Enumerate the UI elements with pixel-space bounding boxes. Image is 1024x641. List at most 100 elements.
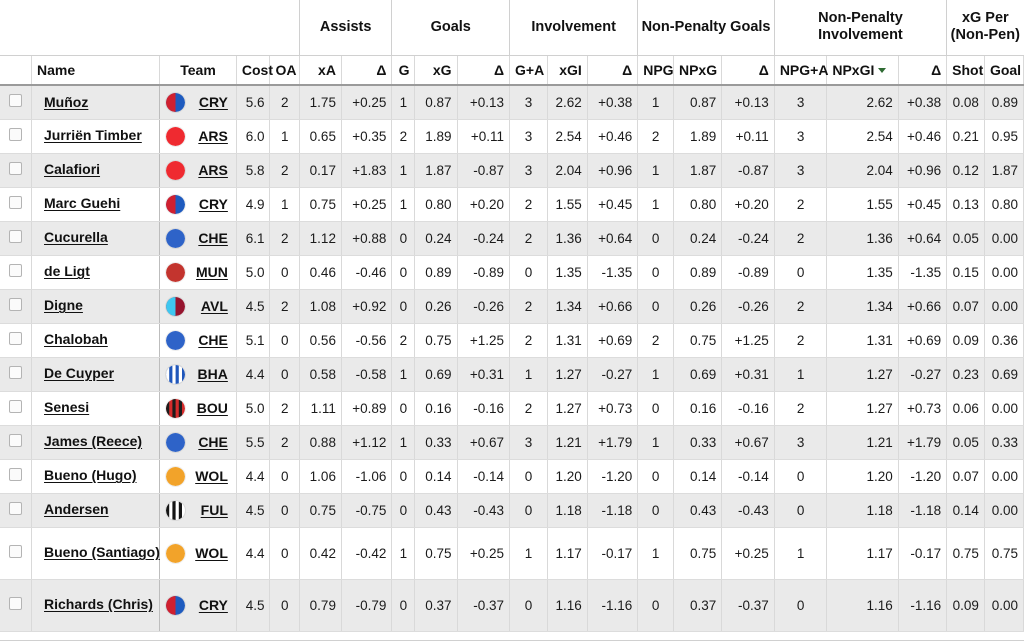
player-name-link[interactable]: Calafiori <box>44 161 101 178</box>
column-header-npxgi[interactable]: NPxGI <box>826 55 899 86</box>
row-select-cell[interactable] <box>0 493 33 528</box>
column-header-npga[interactable]: NPG+A <box>774 55 828 86</box>
row-select-cell[interactable] <box>0 391 33 426</box>
row-select-cell[interactable] <box>0 579 33 632</box>
row-select-cell[interactable] <box>0 119 33 154</box>
column-header-xg[interactable]: xG <box>414 55 458 86</box>
row-select-cell[interactable] <box>0 221 33 256</box>
row-checkbox[interactable] <box>9 400 22 413</box>
player-name-link[interactable]: Jurriën Timber <box>44 127 142 144</box>
row-select-cell[interactable] <box>0 85 33 120</box>
row-checkbox[interactable] <box>9 434 22 447</box>
player-name-link[interactable]: Richards (Chris) <box>44 596 153 613</box>
player-name-link[interactable]: De Cuyper <box>44 365 115 382</box>
row-checkbox[interactable] <box>9 545 22 558</box>
player-name-link[interactable]: de Ligt <box>44 263 90 280</box>
team-link[interactable]: AVL <box>200 298 228 314</box>
team-link[interactable]: CHE <box>198 332 228 348</box>
column-header-team[interactable]: Team <box>159 55 237 86</box>
column-header-xa[interactable]: xA <box>299 55 342 86</box>
column-header-xa_delta[interactable]: Δ <box>341 55 393 86</box>
cell-npxgi_delta: -1.35 <box>898 255 948 290</box>
team-link[interactable]: FUL <box>200 502 228 518</box>
row-checkbox[interactable] <box>9 366 22 379</box>
player-name-link[interactable]: Marc Guehi <box>44 195 121 212</box>
player-name-link[interactable]: James (Reece) <box>44 433 143 450</box>
column-header-npxg_delta[interactable]: Δ <box>721 55 775 86</box>
player-name-link[interactable]: Cucurella <box>44 229 108 246</box>
team-link[interactable]: CRY <box>198 597 228 613</box>
row-select-cell[interactable] <box>0 459 33 494</box>
player-name-link[interactable]: Senesi <box>44 399 90 416</box>
row-select-cell[interactable] <box>0 289 33 324</box>
row-select-cell[interactable] <box>0 187 33 222</box>
cell-npxgi_delta: -0.27 <box>898 357 948 392</box>
team-link[interactable]: CRY <box>198 196 228 212</box>
team-link[interactable]: MUN <box>195 264 228 280</box>
column-header-xg_delta[interactable]: Δ <box>457 55 511 86</box>
row-checkbox[interactable] <box>9 332 22 345</box>
player-name-link[interactable]: Digne <box>44 297 83 314</box>
cell-g: 0 <box>391 459 416 494</box>
column-header-shot[interactable]: Shot <box>946 55 985 86</box>
column-header-ga[interactable]: G+A <box>509 55 548 86</box>
row-checkbox[interactable] <box>9 468 22 481</box>
column-header-npxgi_delta[interactable]: Δ <box>898 55 948 86</box>
row-checkbox[interactable] <box>9 230 22 243</box>
table-row: James (Reece) CHE 5.5 2 0.88 +1.12 1 0.33 +0.67 3… <box>0 425 1024 460</box>
column-header-name[interactable]: Name <box>31 55 161 86</box>
cell-ga: 0 <box>509 579 548 632</box>
row-select-cell[interactable] <box>0 255 33 290</box>
row-select-cell[interactable] <box>0 357 33 392</box>
row-select-cell[interactable] <box>0 425 33 460</box>
team-link[interactable]: CHE <box>198 230 228 246</box>
row-select-cell[interactable] <box>0 323 33 358</box>
column-header-goal[interactable]: Goal <box>984 55 1024 86</box>
team-link[interactable]: BHA <box>197 366 228 382</box>
row-select-cell[interactable] <box>0 527 33 580</box>
row-checkbox[interactable] <box>9 128 22 141</box>
cell-npxg_delta: +1.25 <box>721 323 775 358</box>
player-name-link[interactable]: Chalobah <box>44 331 108 348</box>
cell-xgi_delta: -1.16 <box>587 579 639 632</box>
column-header-xgi[interactable]: xGI <box>547 55 588 86</box>
row-checkbox[interactable] <box>9 94 22 108</box>
column-header-xgi_delta[interactable]: Δ <box>587 55 639 86</box>
team-cell: CRY <box>159 85 237 120</box>
column-header-npg[interactable]: NPG <box>637 55 674 86</box>
team-link[interactable]: WOL <box>195 468 228 484</box>
team-link[interactable]: CRY <box>198 94 228 111</box>
team-link[interactable]: ARS <box>198 162 228 178</box>
team-badge-icon <box>166 228 186 248</box>
column-header-g[interactable]: G <box>391 55 416 86</box>
cell-npg: 1 <box>637 527 674 580</box>
table-row: Marc Guehi CRY 4.9 1 0.75 +0.25 1 0.80 +0.20 2 1.5… <box>0 187 1024 222</box>
row-select-cell[interactable] <box>0 153 33 188</box>
row-checkbox[interactable] <box>9 597 22 610</box>
row-checkbox[interactable] <box>9 502 22 515</box>
player-name-link[interactable]: Bueno (Hugo) <box>44 467 137 484</box>
player-name-link[interactable]: Bueno (Santiago) <box>44 544 160 561</box>
team-link[interactable]: WOL <box>195 545 228 561</box>
cell-npxg_delta: -0.14 <box>721 459 775 494</box>
row-checkbox[interactable] <box>9 196 22 209</box>
row-checkbox[interactable] <box>9 264 22 277</box>
team-link[interactable]: CHE <box>198 434 228 450</box>
table-row: Digne AVL 4.5 2 1.08 +0.92 0 0.26 -0.26 2 1.34 +0.6… <box>0 289 1024 324</box>
group-header-non-penalty-goals: Non-Penalty Goals <box>637 0 775 56</box>
row-checkbox[interactable] <box>9 162 22 175</box>
column-header-cost[interactable]: Cost <box>236 55 273 86</box>
player-name-link[interactable]: Muñoz <box>44 93 89 110</box>
cell-npxg_delta: -0.26 <box>721 289 775 324</box>
team-link[interactable]: BOU <box>196 400 228 416</box>
column-header-npxg[interactable]: NPxG <box>673 55 723 86</box>
player-name-link[interactable]: Andersen <box>44 501 109 518</box>
cell-shot: 0.14 <box>946 493 985 528</box>
cell-xa: 0.79 <box>299 579 342 632</box>
column-header-oa[interactable]: OA <box>269 55 300 86</box>
row-checkbox[interactable] <box>9 298 22 311</box>
team-link[interactable]: ARS <box>198 128 228 144</box>
sort-descending-icon <box>878 67 887 73</box>
cell-ga: 0 <box>509 493 548 528</box>
cell-xa_delta: -0.75 <box>341 493 393 528</box>
